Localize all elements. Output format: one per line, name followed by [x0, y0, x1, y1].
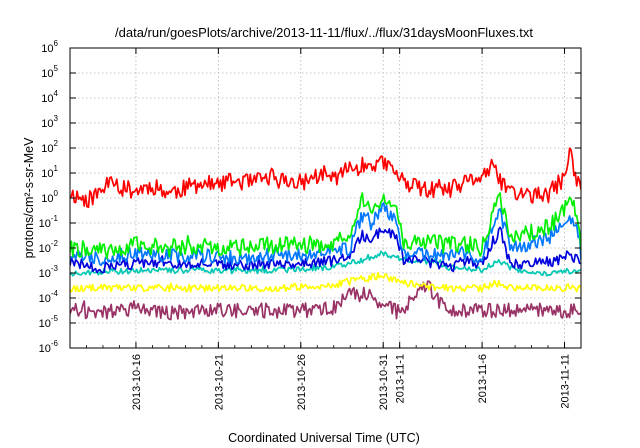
y-tick-base: 10: [41, 118, 53, 130]
x-tick-label: 2013-10-21: [213, 354, 225, 410]
y-tick-base: 10: [39, 218, 51, 230]
series-line: [70, 280, 581, 321]
y-tick-label: 10-2: [39, 239, 59, 255]
y-tick-label: 10-1: [39, 214, 59, 230]
y-tick-exponent: -2: [51, 239, 59, 248]
y-tick-exponent: 5: [54, 64, 59, 73]
x-tick-label: 2013-11-11: [560, 354, 572, 409]
y-tick-base: 10: [39, 343, 51, 355]
y-tick-exponent: -3: [51, 264, 59, 273]
y-tick-label: 100: [41, 189, 58, 205]
x-tick-label: 2013-11-6: [477, 354, 489, 403]
y-tick-exponent: 0: [54, 189, 59, 198]
x-tick-label: 2013-11-1: [395, 354, 407, 403]
x-tick-label: 2013-10-16: [131, 354, 143, 410]
series-line: [70, 192, 581, 260]
y-tick-label: 101: [41, 164, 58, 180]
x-tick-label: 2013-10-26: [296, 354, 308, 410]
y-tick-exponent: 3: [54, 114, 59, 123]
series-lines: [70, 147, 581, 321]
y-tick-base: 10: [41, 43, 53, 55]
y-tick-label: 10-3: [39, 264, 59, 280]
y-tick-base: 10: [41, 193, 53, 205]
series-line: [70, 250, 581, 277]
y-tick-exponent: 4: [54, 89, 59, 98]
y-tick-base: 10: [39, 293, 51, 305]
y-tick-label: 105: [41, 64, 58, 80]
y-tick-label: 106: [41, 39, 58, 55]
series-line: [70, 226, 581, 274]
chart-title: /data/run/goesPlots/archive/2013-11-11/f…: [115, 25, 533, 40]
series-line: [70, 271, 581, 293]
y-tick-base: 10: [39, 318, 51, 330]
y-tick-base: 10: [39, 243, 51, 255]
x-axis-ticks: 2013-10-16 2013-10-21 2013-10-26 2013-10-31…: [69, 48, 582, 410]
y-tick-base: 10: [41, 93, 53, 105]
y-tick-label: 10-5: [39, 314, 59, 330]
y-axis-label: protons/cm²-s-sr-MeV: [22, 137, 36, 259]
grid: [70, 48, 581, 348]
y-tick-base: 10: [41, 68, 53, 80]
y-tick-exponent: -5: [51, 314, 59, 323]
series-line: [70, 147, 581, 209]
y-tick-base: 10: [41, 143, 53, 155]
y-tick-base: 10: [41, 168, 53, 180]
y-tick-exponent: 1: [54, 164, 59, 173]
y-tick-label: 102: [41, 139, 58, 155]
y-tick-label: 10-6: [39, 339, 59, 355]
x-tick-label: 2013-10-31: [378, 354, 390, 410]
y-tick-label: 104: [41, 89, 58, 105]
y-tick-exponent: -1: [51, 214, 59, 223]
y-tick-exponent: 2: [54, 139, 59, 148]
y-tick-base: 10: [39, 268, 51, 280]
y-tick-exponent: -4: [51, 289, 59, 298]
y-axis-ticks: 10-610-510-410-310-210-11001011021031041…: [39, 39, 581, 355]
y-tick-label: 103: [41, 114, 58, 130]
y-tick-exponent: 6: [54, 39, 59, 48]
series-line: [70, 202, 581, 267]
x-axis-label: Coordinated Universal Time (UTC): [228, 431, 420, 445]
y-tick-label: 10-4: [39, 289, 59, 305]
y-tick-exponent: -6: [51, 339, 59, 348]
